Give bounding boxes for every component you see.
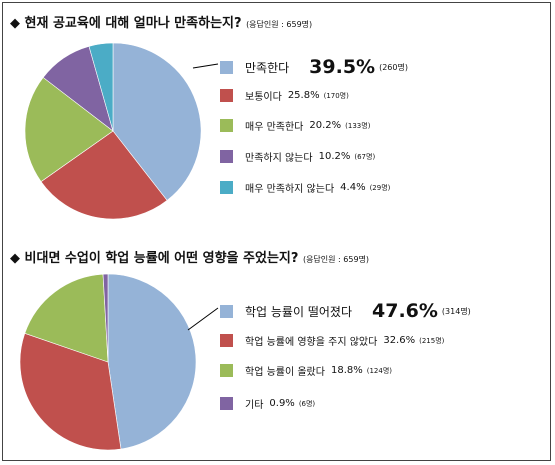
chart1-legend-swatch-5 [220, 181, 233, 194]
chart1-legend-value-3: 20.2% [309, 120, 342, 131]
chart1-title: ◆ 현재 공교육에 대해 얼마나 만족하는지? (응답인원 : 659명) [10, 16, 313, 31]
chart1-legend-count-2: (170명) [323, 91, 349, 100]
chart2-legend-label-4: 기타 [245, 400, 264, 411]
chart1-legend-swatch-1 [220, 60, 233, 74]
chart1-legend-count-1: (260명) [379, 62, 408, 72]
chart2-legend-label-1: 학업 능률이 떨어졌다 [245, 304, 352, 319]
chart2-slice-3 [24, 273, 109, 363]
chart1-legend-count-3: (133명) [345, 121, 371, 130]
chart1-legend-value-4: 10.2% [318, 151, 351, 162]
chart1-slice-1 [112, 42, 202, 201]
chart2-slice-2 [19, 332, 122, 451]
chart1-legend-item-3: 매우 만족한다 20.2% (133명) [220, 118, 370, 133]
chart2-legend-swatch-1 [220, 304, 233, 318]
chart2-note: (응답인원 : 659명) [302, 255, 370, 264]
chart1-legend-label-4: 만족하지 않는다 [245, 153, 313, 164]
chart2-legend-count-3: (124명) [366, 366, 393, 375]
chart1-legend-item-4: 만족하지 않는다 10.2% (67명) [220, 149, 375, 164]
chart2-legend-value-4: 0.9% [269, 398, 295, 409]
chart1-legend-value-5: 4.4% [340, 182, 366, 193]
chart1-slice-2 [40, 130, 168, 220]
chart2-slice-1 [107, 273, 197, 450]
chart1-slice-5 [88, 42, 114, 132]
chart2-legend-item-2: 학업 능률에 영향을 주지 않았다 32.6% (215명) [220, 333, 444, 348]
chart2-leader-line [187, 307, 219, 331]
chart2-legend-swatch-4 [220, 397, 233, 410]
chart2-legend-label-3: 학업 능률이 올랐다 [245, 367, 325, 378]
chart2-legend-item-4: 기타 0.9% (6명) [220, 396, 315, 411]
chart1-legend-item-2: 보통이다 25.8% (170명) [220, 88, 349, 103]
chart2-legend-value-2: 32.6% [383, 335, 416, 346]
chart2-legend-label-2: 학업 능률에 영향을 주지 않았다 [245, 337, 378, 348]
chart1-legend-swatch-4 [220, 150, 233, 163]
chart1-legend-label-1: 만족한다 [245, 60, 290, 75]
chart1-legend-swatch-2 [220, 89, 233, 102]
chart1-legend-label-3: 매우 만족한다 [245, 122, 304, 133]
chart1-legend-value-1: 39.5% [309, 56, 376, 78]
chart1-leader-line [192, 63, 219, 69]
chart1-legend-value-2: 25.8% [287, 90, 320, 101]
chart1-slice-3 [24, 77, 114, 183]
chart1-legend-item-1: 만족한다 39.5% (260명) [220, 56, 408, 78]
chart2-legend-count-4: (6명) [298, 399, 316, 408]
chart2-legend-count-1: (314명) [441, 306, 471, 316]
chart1-legend-count-5: (29명) [369, 183, 391, 192]
chart2-legend-item-1: 학업 능률이 떨어졌다 47.6% (314명) [220, 300, 471, 322]
chart1-note: (응답인원 : 659명) [246, 20, 313, 29]
chart2-legend-swatch-3 [220, 364, 233, 377]
chart1-legend-count-4: (67명) [354, 152, 376, 161]
chart1-legend-label-5: 매우 만족하지 않는다 [245, 184, 335, 195]
chart2-slice-4 [102, 273, 109, 363]
chart2-legend-count-2: (215명) [419, 336, 445, 345]
chart1-legend-item-5: 매우 만족하지 않는다 4.4% (29명) [220, 180, 390, 195]
chart1-legend-swatch-3 [220, 119, 233, 132]
chart2-legend-value-3: 18.8% [330, 365, 363, 376]
chart1-legend-label-2: 보통이다 [245, 92, 282, 103]
chart2-legend-value-1: 47.6% [372, 300, 438, 322]
chart2-title: ◆ 비대면 수업이 학업 능률에 어떤 영향을 주었는지? (응답인원 : 65… [10, 251, 370, 266]
chart2-legend-swatch-2 [220, 334, 233, 347]
chart2-legend-item-3: 학업 능률이 올랐다 18.8% (124명) [220, 363, 392, 378]
